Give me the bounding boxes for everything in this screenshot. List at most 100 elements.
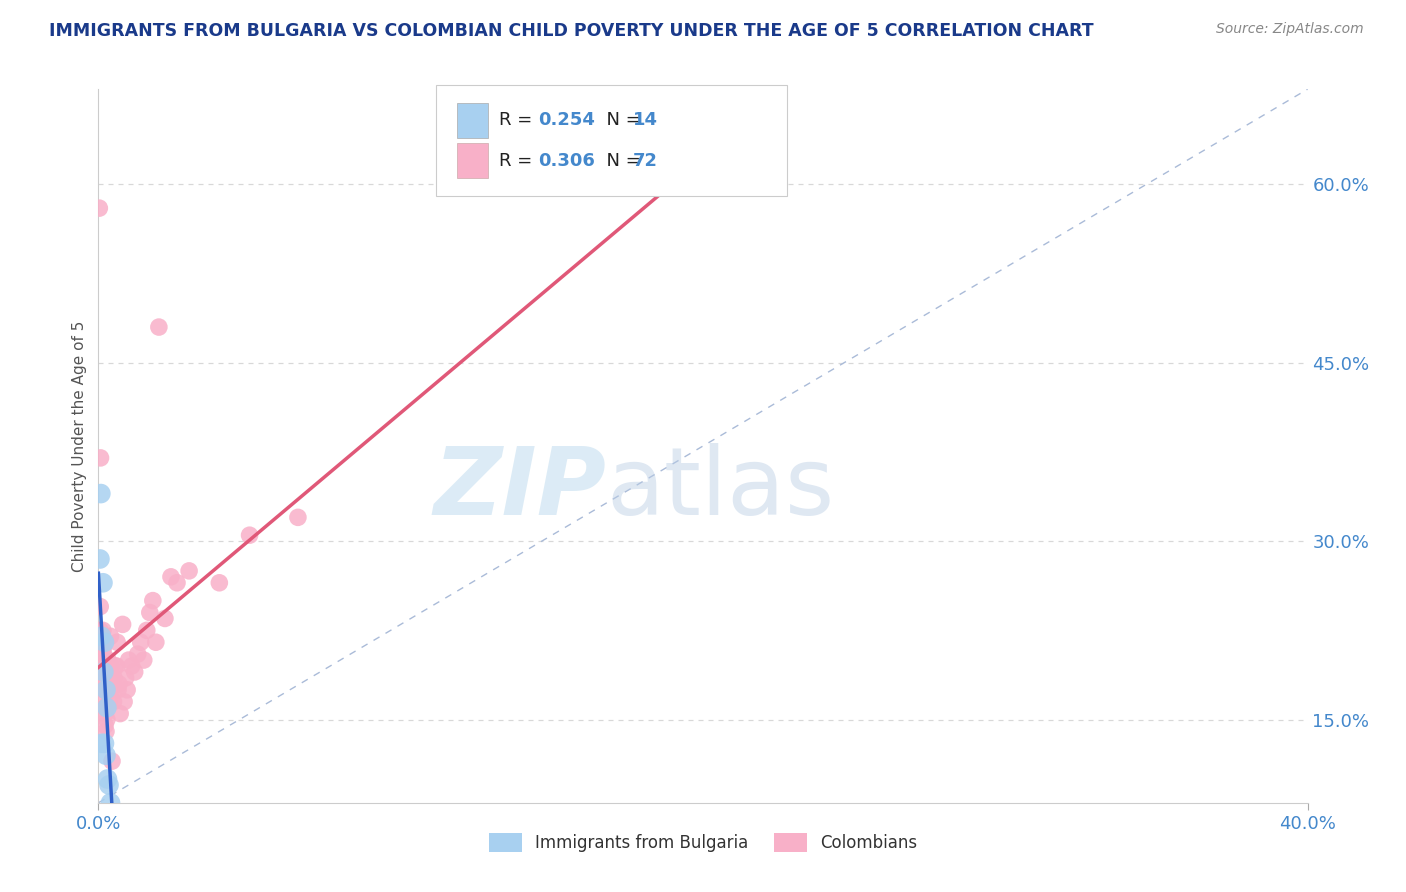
Point (89, 599, 111, 614)
Point (94, 706, 117, 721)
Point (96, 772, 118, 786)
Point (103, 671, 125, 685)
Point (153, 611, 176, 625)
Point (89, 201, 111, 215)
Point (91, 641, 114, 656)
Point (94, 718, 117, 732)
Point (91, 653, 114, 667)
Point (105, 814, 128, 828)
Point (90, 671, 112, 685)
Point (89, 624, 111, 638)
Point (91, 653, 114, 667)
Point (93, 695, 115, 709)
Point (90, 659, 112, 673)
Point (94, 748, 117, 763)
Point (96, 682, 118, 697)
Point (90, 629, 112, 643)
Point (127, 647, 149, 661)
Point (115, 682, 138, 697)
Point (160, 570, 183, 584)
Point (98, 778, 121, 792)
Text: 0.254: 0.254 (538, 112, 595, 129)
Point (105, 635, 128, 649)
Text: 0.306: 0.306 (538, 152, 595, 169)
Point (93, 682, 115, 697)
Point (108, 706, 131, 721)
Text: Source: ZipAtlas.com: Source: ZipAtlas.com (1216, 22, 1364, 37)
Point (90, 635, 112, 649)
Point (100, 682, 122, 697)
Point (97, 671, 120, 685)
Point (98, 695, 121, 709)
Point (98, 659, 121, 673)
Text: atlas: atlas (606, 442, 835, 535)
Point (93, 647, 115, 661)
Point (105, 659, 128, 673)
Point (94, 682, 117, 697)
Point (101, 754, 124, 768)
Point (91, 635, 114, 649)
Point (98, 671, 121, 685)
Point (112, 695, 135, 709)
Point (132, 653, 155, 667)
Point (91, 665, 114, 679)
Text: 14: 14 (633, 112, 658, 129)
Point (118, 653, 141, 667)
Point (96, 677, 118, 691)
Text: IMMIGRANTS FROM BULGARIA VS COLOMBIAN CHILD POVERTY UNDER THE AGE OF 5 CORRELATI: IMMIGRANTS FROM BULGARIA VS COLOMBIAN CH… (49, 22, 1094, 40)
Point (93, 736, 115, 750)
Point (287, 510, 309, 524)
Point (96, 653, 118, 667)
Point (89, 552, 111, 566)
Point (93, 635, 115, 649)
Point (93, 659, 115, 673)
Point (94, 724, 117, 739)
Point (97, 653, 120, 667)
Point (129, 635, 152, 649)
Point (90, 486, 112, 500)
Text: 72: 72 (633, 152, 658, 169)
Text: N =: N = (595, 152, 647, 169)
Point (93, 665, 115, 679)
Point (90, 641, 112, 656)
Point (94, 700, 117, 714)
Point (139, 606, 162, 620)
Point (96, 700, 118, 714)
Point (142, 593, 165, 607)
Point (135, 624, 157, 638)
Y-axis label: Child Poverty Under the Age of 5: Child Poverty Under the Age of 5 (72, 320, 87, 572)
Point (103, 695, 125, 709)
Point (111, 617, 134, 632)
Point (239, 528, 262, 542)
Point (98, 682, 121, 697)
Text: N =: N = (595, 112, 647, 129)
Point (208, 575, 231, 590)
Point (114, 671, 136, 685)
Point (90, 641, 112, 656)
Point (107, 682, 129, 697)
Point (100, 659, 122, 673)
Point (100, 629, 122, 643)
Point (96, 659, 118, 673)
Text: R =: R = (499, 112, 538, 129)
Point (90, 653, 112, 667)
Point (148, 320, 170, 334)
Point (145, 635, 167, 649)
Point (96, 713, 118, 727)
Text: R =: R = (499, 152, 538, 169)
Point (91, 575, 114, 590)
Point (91, 624, 114, 638)
Point (124, 665, 146, 679)
Point (179, 564, 201, 578)
Text: ZIP: ZIP (433, 442, 606, 535)
Point (100, 796, 122, 810)
Point (91, 677, 114, 691)
Point (166, 575, 188, 590)
Point (108, 677, 131, 691)
Point (104, 659, 127, 673)
Point (90, 736, 112, 750)
Point (121, 659, 143, 673)
Point (90, 450, 112, 465)
Point (94, 682, 117, 697)
Legend: Immigrants from Bulgaria, Colombians: Immigrants from Bulgaria, Colombians (482, 826, 924, 859)
